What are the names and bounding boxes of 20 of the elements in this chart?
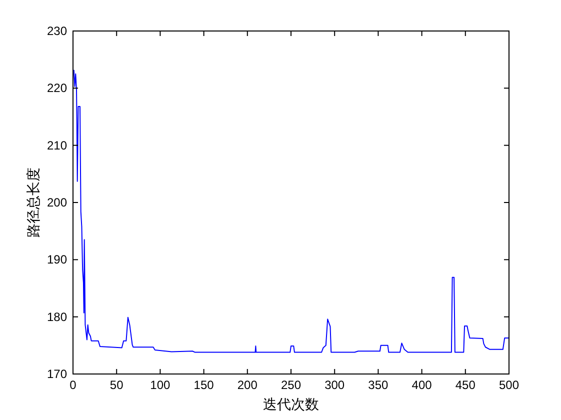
x-tick-label: 100 — [150, 378, 171, 392]
y-tick-label: 190 — [46, 252, 68, 267]
y-tick-label: 170 — [46, 367, 68, 381]
y-tick-label: 200 — [46, 196, 68, 210]
x-tick-label: 500 — [498, 378, 520, 392]
y-tick-label: 210 — [46, 138, 68, 152]
y-tick-label: 180 — [46, 310, 68, 324]
x-tick-label: 400 — [412, 378, 432, 392]
x-tick-label: 450 — [455, 378, 476, 392]
x-tick-label: 300 — [324, 378, 345, 392]
x-tick-label: 0 — [70, 378, 77, 392]
x-axis-title: 迭代次数 — [263, 396, 319, 412]
y-tick-label: 220 — [46, 81, 68, 96]
x-tick-label: 250 — [280, 378, 302, 392]
x-tick-label: 200 — [237, 378, 258, 392]
y-tick-label: 230 — [46, 24, 68, 38]
x-tick-label: 50 — [110, 378, 124, 392]
y-axis-title: 路径总长度 — [25, 168, 41, 238]
x-tick-label: 350 — [368, 378, 389, 392]
x-tick-label: 150 — [194, 378, 214, 392]
